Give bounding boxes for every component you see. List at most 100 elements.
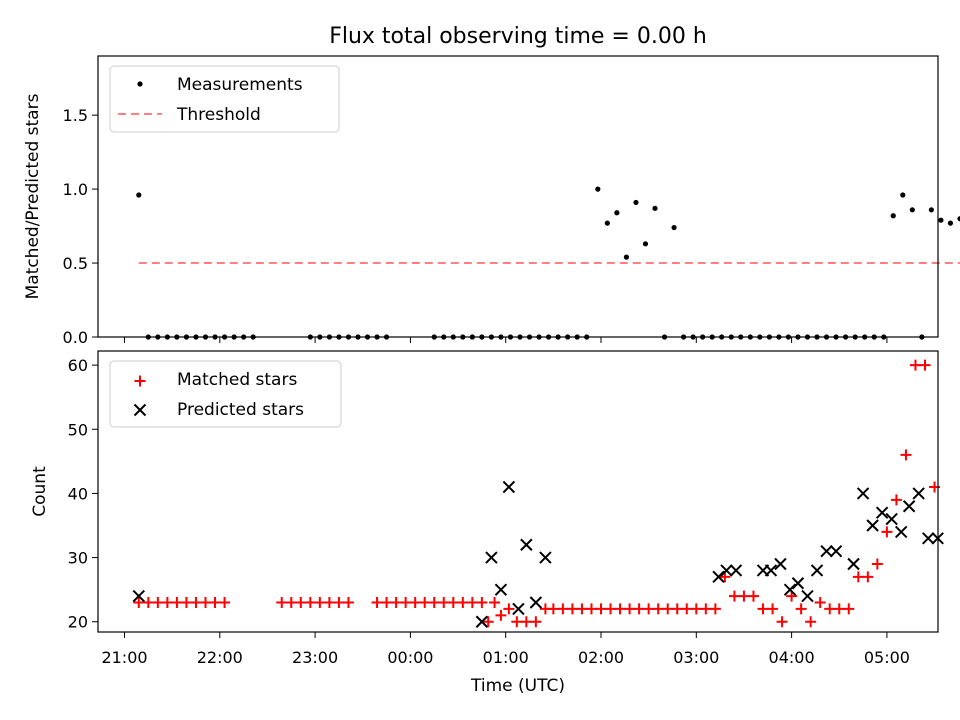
matched-star-point [447, 596, 459, 608]
matched-star-point [700, 603, 712, 615]
matched-star-point [503, 603, 515, 615]
matched-star-point [276, 596, 288, 608]
predicted-star-point [720, 564, 733, 577]
predicted-star-point [810, 564, 824, 577]
matched-star-point [890, 494, 902, 506]
predicted-star-point [885, 512, 898, 526]
predicted-star-point [847, 557, 860, 571]
matched-star-point [200, 596, 212, 608]
matched-star-point [605, 603, 617, 615]
matched-star-point [747, 590, 759, 602]
top-plot: 0.0 0.5 1.0 1.5 Matched/Predicted stars Measu… [23, 55, 960, 347]
predicted-star-point [485, 551, 498, 564]
matched-star-point [152, 596, 164, 608]
matched-star-point [457, 596, 469, 608]
predicted-star-point [894, 525, 908, 539]
x-axis-label: Time (UTC) [470, 676, 565, 696]
matched-star-point [824, 603, 836, 615]
measurement-point [642, 241, 649, 247]
x-tick-label: 21:00 [101, 648, 147, 667]
matched-star-point [662, 603, 674, 615]
matched-star-point [643, 603, 655, 615]
matched-star-point [795, 603, 807, 615]
matched-star-point [161, 596, 173, 608]
legend-label: Measurements [177, 75, 303, 95]
matched-star-point [843, 603, 855, 615]
matched-star-point [180, 596, 192, 608]
y-tick-label: 0.0 [63, 328, 88, 347]
matched-star-point [304, 596, 316, 608]
matched-star-point [557, 603, 569, 615]
measurement-point [604, 220, 610, 226]
measurement-point [900, 192, 906, 198]
matched-star-point [814, 596, 826, 608]
matched-star-point [881, 526, 893, 538]
measurement-point [909, 207, 915, 213]
matched-star-point [852, 571, 864, 583]
bottom-plot: 21:00 22:00 23:00 00:00 01:00 02:00 03:00 04:00… [30, 350, 944, 696]
matched-star-point [190, 596, 202, 608]
x-tick-label: 02:00 [578, 648, 624, 667]
predicted-star-point [902, 500, 916, 513]
predicted-star-point [820, 544, 833, 558]
matched-star-point [566, 603, 578, 615]
matched-star-point [576, 603, 588, 615]
y-tick-label: 40 [68, 484, 88, 503]
matched-star-point [624, 603, 636, 615]
y-tick-label: 50 [68, 420, 88, 439]
matched-star-point [333, 596, 345, 608]
y-axis-label: Count [30, 466, 50, 517]
predicted-star-point [520, 538, 533, 551]
matched-star-point [314, 596, 326, 608]
x-tick-label: 00:00 [387, 648, 433, 667]
x-tick-label: 05:00 [864, 648, 910, 667]
matched-star-point [805, 616, 817, 628]
x-tick-label: 01:00 [483, 648, 529, 667]
measurement-point [623, 254, 630, 260]
bottom-plot-data [132, 359, 944, 628]
y-axis-label: Matched/Predicted stars [23, 93, 43, 299]
matched-star-point [495, 609, 507, 621]
matched-star-point [671, 603, 683, 615]
legend-x-marker [133, 403, 147, 417]
legend-label: Threshold [176, 105, 261, 125]
predicted-star-point [712, 570, 725, 584]
chart-title: Flux total observing time = 0.00 h [329, 24, 707, 49]
matched-star-point [585, 603, 597, 615]
matched-star-point [652, 603, 664, 615]
measurement-point [890, 213, 896, 219]
matched-star-point [767, 603, 779, 615]
top-plot-data [136, 186, 960, 340]
predicted-star-point [801, 589, 814, 603]
matched-star-point [342, 596, 354, 608]
x-tick-label: 03:00 [673, 648, 719, 667]
y-tick-label: 1.5 [63, 106, 88, 125]
predicted-star-point [912, 487, 925, 500]
legend-label: Matched stars [177, 370, 297, 390]
legend-plus-marker [134, 375, 146, 387]
matched-star-point [209, 596, 221, 608]
predicted-star-point [791, 577, 805, 590]
matched-star-point [390, 596, 402, 608]
matched-star-point [614, 603, 626, 615]
matched-star-point [489, 596, 501, 608]
legend-label: Predicted stars [177, 400, 304, 420]
legend-box [109, 65, 340, 133]
predicted-star-point [866, 519, 879, 532]
measurement-point [947, 220, 954, 226]
predicted-star-point [512, 602, 525, 616]
legend-box [109, 360, 342, 428]
axes-frame [97, 55, 939, 338]
measurement-point [614, 210, 620, 216]
matched-star-point [428, 596, 440, 608]
measurement-point [938, 217, 944, 223]
matched-star-point [219, 596, 231, 608]
matched-star-point [681, 603, 693, 615]
matched-star-point [833, 603, 845, 615]
matched-star-point [900, 449, 912, 461]
predicted-star-point [494, 583, 508, 596]
matched-star-point [419, 596, 431, 608]
predicted-star-point [539, 551, 552, 564]
y-tick-label: 30 [68, 549, 88, 568]
